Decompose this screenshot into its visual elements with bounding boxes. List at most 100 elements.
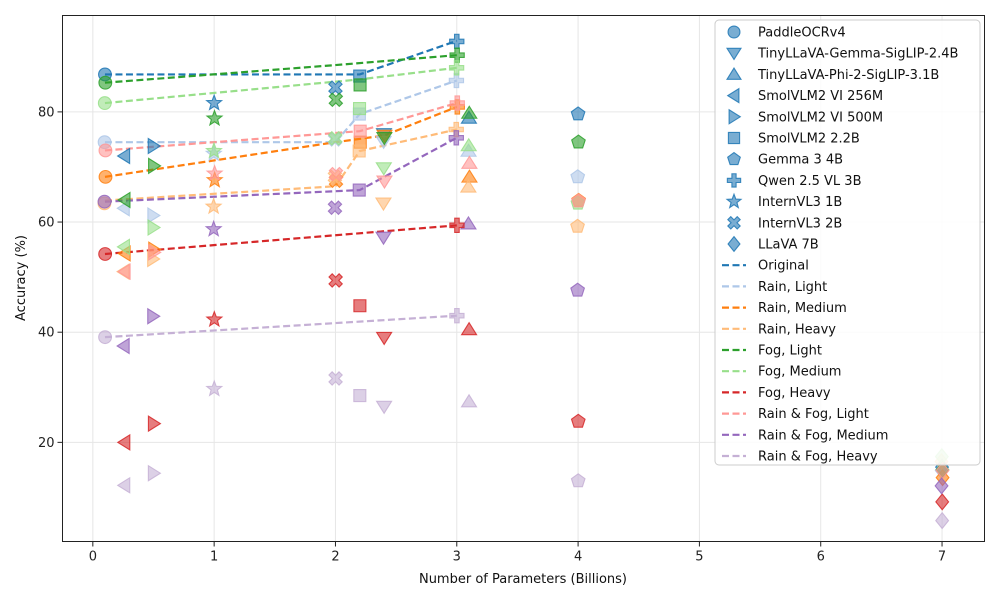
x-tick-label: 2 bbox=[331, 550, 339, 565]
legend-label: Rain & Fog, Medium bbox=[758, 428, 888, 443]
data-point bbox=[448, 72, 465, 89]
data-point bbox=[328, 166, 344, 182]
trend-line bbox=[104, 54, 457, 84]
y-tick-label: 20 bbox=[38, 436, 55, 451]
plot-area-frame bbox=[62, 15, 985, 542]
data-point bbox=[375, 175, 393, 190]
data-point bbox=[147, 307, 161, 325]
data-point bbox=[570, 169, 586, 184]
legend-marker bbox=[727, 131, 741, 145]
data-point bbox=[375, 400, 393, 415]
data-point bbox=[460, 155, 478, 169]
legend-label: Rain & Fog, Heavy bbox=[758, 450, 878, 465]
data-point bbox=[460, 321, 478, 336]
legend-label: InternVL3 2B bbox=[758, 216, 842, 231]
y-axis-label: Accuracy (%) bbox=[14, 235, 29, 321]
data-point bbox=[935, 511, 950, 530]
legend: PaddleOCRv4 TinyLLaVA-Gemma-SigLIP-2.4B Ti… bbox=[714, 19, 981, 466]
legend-marker bbox=[726, 67, 742, 80]
data-point bbox=[148, 243, 162, 261]
x-axis-label: Number of Parameters (Billions) bbox=[419, 572, 627, 587]
data-point bbox=[116, 147, 131, 165]
data-point bbox=[328, 273, 344, 288]
legend-label: PaddleOCRv4 bbox=[758, 26, 846, 41]
data-point bbox=[571, 134, 586, 149]
legend-marker bbox=[727, 151, 741, 166]
x-tick-label: 3 bbox=[453, 550, 461, 565]
data-point bbox=[375, 231, 393, 246]
trend-line bbox=[104, 128, 458, 202]
data-point bbox=[205, 310, 224, 328]
data-point bbox=[205, 93, 224, 111]
data-point bbox=[375, 162, 393, 176]
trend-line bbox=[104, 66, 457, 105]
data-point bbox=[353, 78, 367, 92]
data-point bbox=[147, 137, 162, 155]
data-point bbox=[147, 219, 162, 237]
data-point bbox=[353, 299, 367, 313]
data-point bbox=[352, 144, 366, 158]
x-tick-label: 6 bbox=[817, 550, 825, 565]
legend-label: LLaVA 7B bbox=[758, 238, 819, 253]
legend-marker bbox=[727, 215, 741, 230]
legend-label: Original bbox=[758, 259, 809, 274]
data-point bbox=[205, 164, 224, 182]
legend-marker bbox=[726, 47, 742, 61]
data-point bbox=[570, 218, 585, 233]
data-point bbox=[449, 33, 465, 50]
data-point bbox=[98, 143, 113, 158]
data-point bbox=[570, 473, 586, 488]
data-point bbox=[570, 282, 586, 297]
legend-marker bbox=[725, 192, 743, 209]
data-point bbox=[448, 60, 465, 76]
x-axis-ticks: 0 1 2 3 4 5 6 7 bbox=[89, 541, 946, 565]
legend-label: Rain, Light bbox=[758, 280, 827, 295]
data-point bbox=[97, 96, 112, 110]
data-point bbox=[449, 307, 465, 324]
data-point bbox=[147, 206, 161, 224]
legend-label: Fog, Heavy bbox=[758, 386, 831, 401]
x-tick-label: 1 bbox=[210, 550, 218, 565]
data-point bbox=[352, 102, 367, 116]
data-point bbox=[204, 197, 223, 215]
legend-label: SmolVLM2 VI 500M bbox=[758, 110, 883, 125]
x-tick-label: 4 bbox=[574, 550, 582, 565]
data-point bbox=[375, 131, 393, 146]
data-point bbox=[98, 247, 113, 261]
data-point bbox=[328, 371, 343, 386]
trend-line bbox=[104, 224, 457, 256]
data-point bbox=[352, 183, 366, 197]
data-point bbox=[116, 238, 130, 256]
trend-line bbox=[104, 102, 458, 152]
legend-label: Rain, Heavy bbox=[758, 322, 836, 337]
data-point bbox=[327, 130, 343, 146]
data-point bbox=[205, 109, 224, 127]
legend-label: InternVL3 1B bbox=[758, 195, 842, 210]
y-tick-label: 80 bbox=[38, 105, 55, 120]
data-point bbox=[571, 193, 586, 208]
trend-line bbox=[104, 79, 458, 144]
data-point bbox=[935, 493, 950, 511]
data-point bbox=[148, 157, 162, 175]
data-point bbox=[353, 388, 367, 403]
marker-layer bbox=[97, 33, 950, 530]
data-point bbox=[147, 415, 162, 433]
data-point bbox=[205, 170, 224, 188]
data-point bbox=[116, 191, 131, 209]
data-point bbox=[116, 433, 131, 451]
data-point bbox=[449, 47, 465, 63]
legend-label: TinyLLaVA-Gemma-SigLIP-2.4B bbox=[757, 47, 958, 62]
legend-label: Gemma 3 4B bbox=[758, 153, 843, 168]
x-tick-label: 7 bbox=[938, 550, 946, 565]
data-point bbox=[97, 194, 112, 209]
data-point bbox=[98, 75, 113, 90]
y-axis-ticks: 20 40 60 80 bbox=[38, 105, 63, 451]
data-point bbox=[353, 124, 367, 138]
x-tick-label: 0 bbox=[89, 550, 97, 565]
data-point bbox=[460, 137, 478, 152]
data-point bbox=[570, 413, 586, 428]
data-point bbox=[934, 477, 949, 495]
legend-marker bbox=[726, 173, 742, 188]
data-point bbox=[327, 200, 343, 216]
y-tick-label: 40 bbox=[38, 326, 55, 341]
